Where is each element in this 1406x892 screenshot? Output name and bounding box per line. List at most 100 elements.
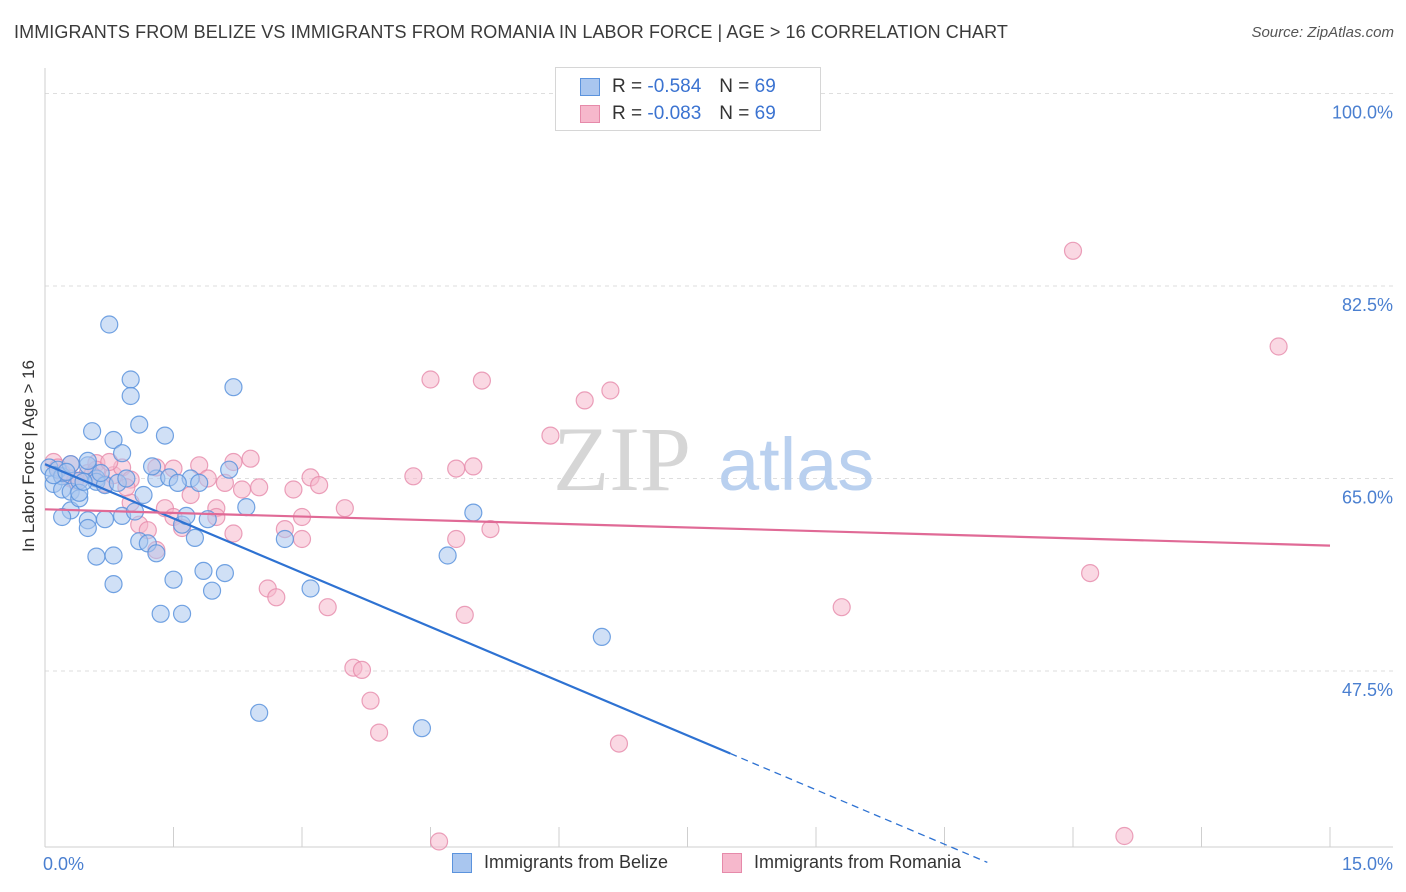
belize-point — [147, 544, 166, 563]
watermark-zip: ZIP — [553, 408, 691, 510]
y-axis-title: In Labor Force | Age > 16 — [19, 360, 38, 552]
romania-point — [541, 426, 560, 445]
belize-point — [83, 422, 102, 441]
belize-point — [190, 473, 209, 492]
chart-title: IMMIGRANTS FROM BELIZE VS IMMIGRANTS FRO… — [14, 22, 1008, 42]
correlation-legend: R = -0.584 N = 69 R = -0.083 N = 69 — [555, 67, 821, 131]
romania-point — [310, 476, 329, 495]
gridlines — [45, 93, 1393, 672]
belize-point — [237, 498, 256, 517]
romania-point — [292, 529, 312, 549]
belize-point — [112, 444, 132, 463]
r-label: R = — [612, 103, 643, 124]
series-legend: Immigrants from Belize Immigrants from R… — [0, 852, 1406, 878]
belize-point — [220, 460, 239, 479]
belize-point — [104, 430, 123, 450]
belize-n-value: 69 — [754, 76, 776, 97]
n-label: N = — [719, 76, 750, 97]
axes — [44, 68, 1393, 848]
romania-point — [1081, 563, 1100, 583]
x-tick-label: 15.0% — [1342, 854, 1393, 874]
romania-point — [609, 734, 629, 753]
belize-point — [438, 546, 457, 565]
belize-point — [100, 315, 119, 334]
legend-item-belize[interactable]: Immigrants from Belize — [452, 852, 668, 873]
romania-point — [232, 480, 252, 499]
romania-point — [429, 832, 449, 851]
romania-point — [575, 391, 594, 410]
romania-legend-swatch — [722, 852, 742, 873]
romania-trend-line — [44, 508, 1331, 547]
romania-point — [241, 449, 260, 468]
legend-row-belize: R = -0.584 N = 69 — [580, 75, 776, 99]
romania-legend-label: Immigrants from Romania — [754, 852, 962, 872]
r-label: R = — [612, 76, 643, 97]
belize-point — [155, 426, 175, 445]
romania-point — [318, 598, 337, 617]
romania-point — [421, 370, 440, 389]
watermark-atlas: atlas — [718, 423, 874, 506]
romania-r-value: -0.083 — [647, 103, 702, 124]
belize-trend-extension — [730, 752, 988, 863]
belize-point — [215, 563, 234, 583]
belize-point — [168, 473, 187, 492]
belize-point — [301, 579, 320, 598]
romania-point — [1063, 241, 1083, 260]
belize-point — [78, 518, 97, 538]
belize-point — [134, 485, 153, 505]
belize-point — [142, 457, 162, 476]
romania-point — [352, 660, 372, 680]
romania-point — [361, 691, 380, 710]
belize-point — [95, 510, 115, 529]
romania-point — [481, 519, 500, 539]
belize-point — [224, 378, 243, 397]
x-tick-label: 0.0% — [43, 854, 84, 874]
romania-point — [472, 371, 491, 390]
belize-legend-label: Immigrants from Belize — [484, 852, 669, 872]
belize-point — [104, 546, 123, 565]
series-romania-points — [44, 241, 1288, 851]
romania-point — [267, 588, 286, 607]
belize-point — [87, 547, 106, 566]
legend-item-romania[interactable]: Immigrants from Romania — [722, 852, 961, 873]
y-tick-label: 47.5% — [1342, 680, 1393, 700]
belize-point — [104, 574, 123, 594]
romania-point — [224, 524, 243, 543]
romania-point — [190, 456, 209, 475]
romania-point — [447, 529, 466, 549]
series-belize-points — [40, 315, 611, 738]
romania-point — [447, 459, 466, 478]
romania-point — [404, 467, 423, 486]
belize-swatch — [580, 78, 600, 96]
romania-point — [335, 499, 354, 518]
belize-point — [53, 507, 72, 527]
romania-n-value: 69 — [754, 103, 776, 124]
romania-point — [455, 605, 474, 625]
belize-point — [121, 386, 140, 406]
belize-point — [592, 627, 611, 647]
belize-point — [117, 469, 136, 488]
belize-point — [194, 561, 213, 581]
romania-point — [250, 478, 269, 497]
n-label: N = — [719, 103, 750, 124]
belize-point — [164, 570, 183, 589]
belize-legend-swatch — [452, 852, 472, 873]
belize-point — [130, 415, 149, 434]
romania-point — [284, 480, 303, 499]
belize-point — [91, 463, 110, 483]
belize-point — [121, 370, 140, 389]
trend-lines — [44, 463, 1331, 863]
tick-labels: 47.5% 65.0% 82.5% 100.0% 0.0% 15.0% — [43, 103, 1393, 875]
y-tick-label: 100.0% — [1332, 103, 1393, 123]
belize-point — [275, 529, 294, 549]
belize-r-value: -0.584 — [647, 76, 702, 97]
romania-point — [1269, 337, 1288, 356]
belize-point — [202, 581, 222, 600]
belize-point — [172, 604, 192, 623]
y-tick-label: 65.0% — [1342, 488, 1393, 508]
belize-point — [412, 719, 432, 738]
legend-row-romania: R = -0.083 N = 69 — [580, 102, 776, 126]
romania-point — [464, 457, 483, 476]
belize-point — [78, 451, 97, 470]
